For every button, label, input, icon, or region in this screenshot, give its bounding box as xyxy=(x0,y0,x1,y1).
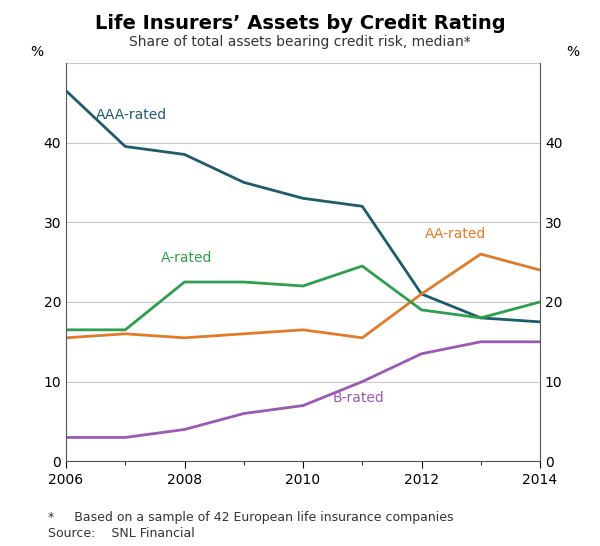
Text: B-rated: B-rated xyxy=(332,390,385,405)
Text: A-rated: A-rated xyxy=(161,251,212,265)
Text: %: % xyxy=(31,45,44,59)
Text: Life Insurers’ Assets by Credit Rating: Life Insurers’ Assets by Credit Rating xyxy=(95,14,505,33)
Text: Share of total assets bearing credit risk, median*: Share of total assets bearing credit ris… xyxy=(129,35,471,50)
Text: AA-rated: AA-rated xyxy=(424,227,486,241)
Text: *     Based on a sample of 42 European life insurance companies: * Based on a sample of 42 European life … xyxy=(48,511,454,524)
Text: %: % xyxy=(566,45,579,59)
Text: Source:    SNL Financial: Source: SNL Financial xyxy=(48,527,195,540)
Text: AAA-rated: AAA-rated xyxy=(95,108,167,122)
